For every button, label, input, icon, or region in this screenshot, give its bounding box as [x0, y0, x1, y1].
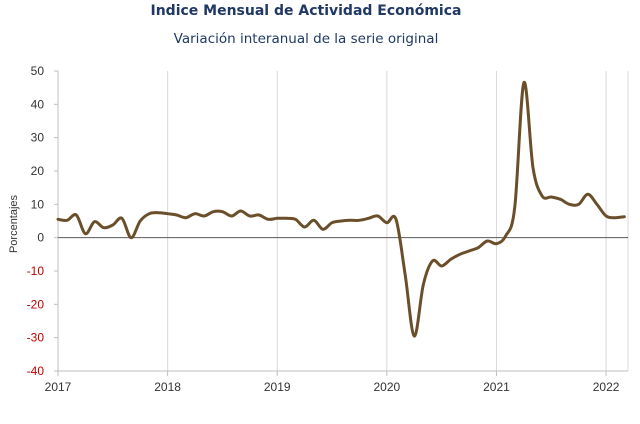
- y-tick-label: 50: [31, 64, 45, 78]
- data-point: [239, 209, 242, 213]
- data-point: [139, 219, 142, 223]
- data-point: [431, 259, 434, 263]
- data-point: [248, 214, 251, 218]
- data-point: [440, 264, 443, 268]
- data-point: [84, 232, 87, 235]
- data-point: [403, 273, 407, 276]
- data-point: [193, 212, 197, 215]
- data-point: [129, 236, 133, 239]
- y-axis-label: Porcentajes: [8, 194, 20, 253]
- data-point: [276, 217, 279, 220]
- data-point: [595, 203, 599, 206]
- data-point: [203, 214, 206, 218]
- data-point: [458, 253, 462, 256]
- data-point: [230, 214, 233, 218]
- data-point: [394, 218, 398, 221]
- data-point: [604, 214, 608, 218]
- data-point: [504, 234, 507, 238]
- data-point: [477, 246, 480, 249]
- data-point: [486, 239, 489, 243]
- data-point: [577, 203, 580, 206]
- data-point: [75, 213, 78, 217]
- y-tick-label: -20: [27, 297, 45, 311]
- data-point: [449, 258, 452, 261]
- data-point: [257, 213, 261, 217]
- data-point: [340, 219, 343, 223]
- data-point: [367, 217, 370, 220]
- y-tick-label: 20: [31, 164, 45, 178]
- data-point: [166, 212, 169, 215]
- data-point: [413, 334, 416, 338]
- data-point: [559, 198, 562, 201]
- data-point: [467, 249, 471, 253]
- x-tick-label: 2018: [154, 380, 181, 394]
- data-point: [422, 283, 425, 286]
- data-point: [148, 212, 151, 215]
- data-point: [522, 81, 526, 84]
- x-tick-label: 2020: [373, 380, 400, 394]
- data-point: [184, 216, 188, 219]
- data-point: [513, 206, 516, 209]
- data-point: [614, 216, 617, 219]
- data-point: [312, 219, 315, 222]
- x-tick-label: 2022: [593, 380, 620, 394]
- data-point: [321, 228, 325, 231]
- x-tick-label: 2017: [45, 380, 72, 394]
- y-tick-label: -10: [27, 264, 45, 278]
- data-point: [93, 220, 96, 223]
- data-point: [540, 194, 544, 198]
- data-point: [349, 219, 352, 222]
- data-point: [102, 226, 105, 229]
- data-point: [376, 214, 379, 218]
- chart-subtitle: Variación interanual de la serie origina…: [173, 31, 439, 47]
- data-point: [266, 218, 270, 221]
- data-point: [221, 210, 224, 213]
- y-tick-label: -40: [27, 364, 45, 378]
- data-point: [65, 219, 69, 222]
- data-point: [531, 166, 535, 169]
- x-tick-label: 2019: [264, 380, 291, 394]
- y-tick-label: 0: [37, 231, 44, 245]
- y-tick-label: -30: [27, 331, 45, 345]
- data-point: [120, 217, 124, 220]
- data-point: [56, 218, 60, 221]
- y-tick-label: 10: [31, 197, 45, 211]
- chart-title: Indice Mensual de Actividad Económica: [150, 3, 462, 19]
- y-tick-label: 40: [31, 97, 45, 111]
- data-point: [157, 211, 160, 214]
- data-point: [495, 242, 498, 245]
- y-tick-label: 30: [31, 131, 45, 145]
- data-point: [586, 193, 589, 196]
- data-point: [212, 210, 215, 213]
- data-point: [175, 213, 178, 217]
- series-line-0: [56, 81, 626, 338]
- x-tick-label: 2021: [483, 380, 510, 394]
- data-point: [330, 221, 334, 224]
- data-point: [111, 223, 115, 227]
- data-point: [568, 203, 571, 206]
- data-point: [623, 215, 626, 218]
- data-point: [358, 219, 361, 222]
- data-point: [294, 218, 297, 221]
- data-point: [550, 195, 553, 199]
- data-point: [285, 217, 288, 220]
- data-point: [385, 221, 388, 224]
- data-point: [303, 225, 306, 229]
